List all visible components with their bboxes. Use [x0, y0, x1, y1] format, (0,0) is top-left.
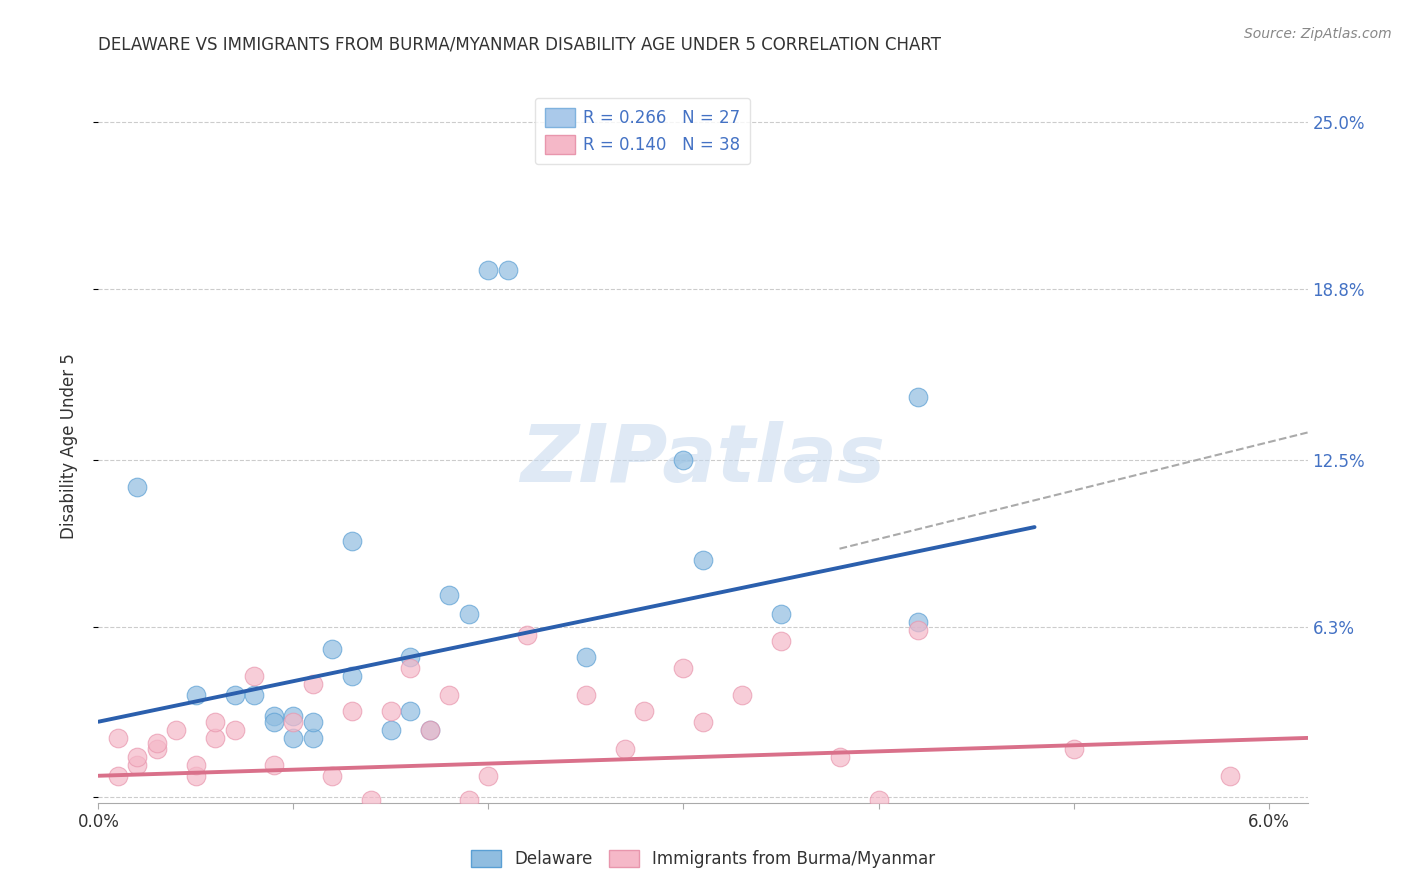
Point: [302, 731, 325, 745]
Point: [458, 607, 481, 621]
Point: [127, 749, 149, 764]
Text: DELAWARE VS IMMIGRANTS FROM BURMA/MYANMAR DISABILITY AGE UNDER 5 CORRELATION CHA: DELAWARE VS IMMIGRANTS FROM BURMA/MYANMA…: [98, 36, 942, 54]
Point: [439, 588, 461, 602]
Point: [419, 723, 441, 737]
Point: [477, 263, 499, 277]
Point: [107, 731, 129, 745]
Point: [868, 793, 890, 807]
Point: [477, 769, 499, 783]
Point: [184, 758, 207, 772]
Point: [1063, 741, 1085, 756]
Point: [243, 669, 266, 683]
Point: [439, 688, 461, 702]
Legend: R = 0.266   N = 27, R = 0.140   N = 38: R = 0.266 N = 27, R = 0.140 N = 38: [534, 97, 751, 164]
Point: [263, 714, 285, 729]
Point: [458, 793, 481, 807]
Point: [380, 704, 402, 718]
Point: [184, 688, 207, 702]
Point: [769, 633, 792, 648]
Point: [828, 749, 851, 764]
Point: [204, 714, 226, 729]
Point: [399, 660, 422, 674]
Point: [360, 793, 382, 807]
Text: Source: ZipAtlas.com: Source: ZipAtlas.com: [1244, 27, 1392, 41]
Point: [1219, 769, 1241, 783]
Point: [672, 452, 695, 467]
Point: [283, 709, 305, 723]
Point: [127, 479, 149, 493]
Point: [184, 769, 207, 783]
Point: [419, 723, 441, 737]
Point: [165, 723, 187, 737]
Point: [127, 758, 149, 772]
Point: [224, 688, 246, 702]
Point: [516, 628, 538, 642]
Y-axis label: Disability Age Under 5: Disability Age Under 5: [59, 353, 77, 539]
Point: [399, 704, 422, 718]
Point: [302, 677, 325, 691]
Point: [146, 741, 169, 756]
Point: [263, 758, 285, 772]
Point: [340, 669, 363, 683]
Point: [224, 723, 246, 737]
Legend: Delaware, Immigrants from Burma/Myanmar: Delaware, Immigrants from Burma/Myanmar: [464, 843, 942, 875]
Point: [283, 714, 305, 729]
Point: [614, 741, 637, 756]
Point: [340, 704, 363, 718]
Point: [731, 688, 754, 702]
Point: [769, 607, 792, 621]
Point: [204, 731, 226, 745]
Point: [243, 688, 266, 702]
Text: ZIPatlas: ZIPatlas: [520, 421, 886, 500]
Point: [907, 390, 929, 404]
Point: [496, 263, 519, 277]
Point: [575, 649, 598, 664]
Point: [107, 769, 129, 783]
Point: [380, 723, 402, 737]
Point: [302, 714, 325, 729]
Point: [321, 641, 343, 656]
Point: [340, 533, 363, 548]
Point: [907, 623, 929, 637]
Point: [672, 660, 695, 674]
Point: [283, 731, 305, 745]
Point: [633, 704, 655, 718]
Point: [907, 615, 929, 629]
Point: [321, 769, 343, 783]
Point: [399, 649, 422, 664]
Point: [575, 688, 598, 702]
Point: [263, 709, 285, 723]
Point: [146, 736, 169, 750]
Point: [692, 552, 714, 566]
Point: [692, 714, 714, 729]
